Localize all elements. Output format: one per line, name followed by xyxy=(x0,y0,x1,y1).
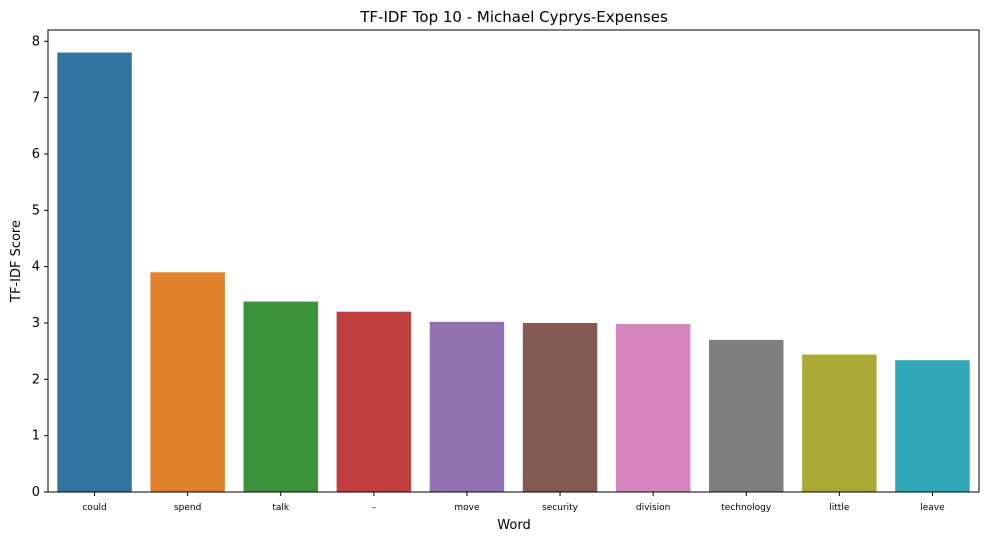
y-axis-title: TF-IDF Score xyxy=(9,220,24,303)
y-tick-label: 6 xyxy=(32,147,40,162)
y-tick-label: 8 xyxy=(32,34,40,49)
y-tick-label: 7 xyxy=(32,91,40,106)
x-tick-label: could xyxy=(82,503,106,513)
y-tick-label: 1 xyxy=(32,429,40,444)
x-tick-label: – xyxy=(372,503,377,513)
x-tick-label: move xyxy=(454,503,480,513)
plot-frame xyxy=(47,29,980,493)
bar-1 xyxy=(150,272,225,492)
bar-7 xyxy=(709,339,784,492)
bar-3 xyxy=(336,311,412,492)
bar-0 xyxy=(57,52,132,492)
x-tick-label: spend xyxy=(174,503,201,513)
bar-8 xyxy=(802,354,877,492)
bar-6 xyxy=(615,324,691,492)
x-tick-label: security xyxy=(542,503,579,513)
chart-title: TF-IDF Top 10 - Michael Cyprys-Expenses xyxy=(359,8,668,26)
y-tick-label: 4 xyxy=(32,260,40,275)
x-tick-label: leave xyxy=(920,503,945,513)
bars-layer xyxy=(57,52,970,492)
x-tick-label: little xyxy=(829,503,850,513)
bar-5 xyxy=(522,322,598,492)
y-tick-label: 5 xyxy=(32,203,40,218)
y-axis: 0 1 2 3 4 5 6 7 8 xyxy=(32,34,48,500)
x-axis: could spend talk – move security division techn… xyxy=(82,492,945,513)
bar-2 xyxy=(243,301,318,492)
bar-9 xyxy=(895,360,970,492)
x-tick-label: talk xyxy=(272,503,290,513)
y-tick-label: 2 xyxy=(32,372,40,387)
x-axis-title: Word xyxy=(497,518,530,533)
x-tick-label: division xyxy=(636,503,670,513)
bar-4 xyxy=(429,321,505,492)
x-tick-label: technology xyxy=(721,503,772,513)
y-tick-label: 3 xyxy=(32,316,40,331)
y-tick-label: 0 xyxy=(32,485,40,500)
